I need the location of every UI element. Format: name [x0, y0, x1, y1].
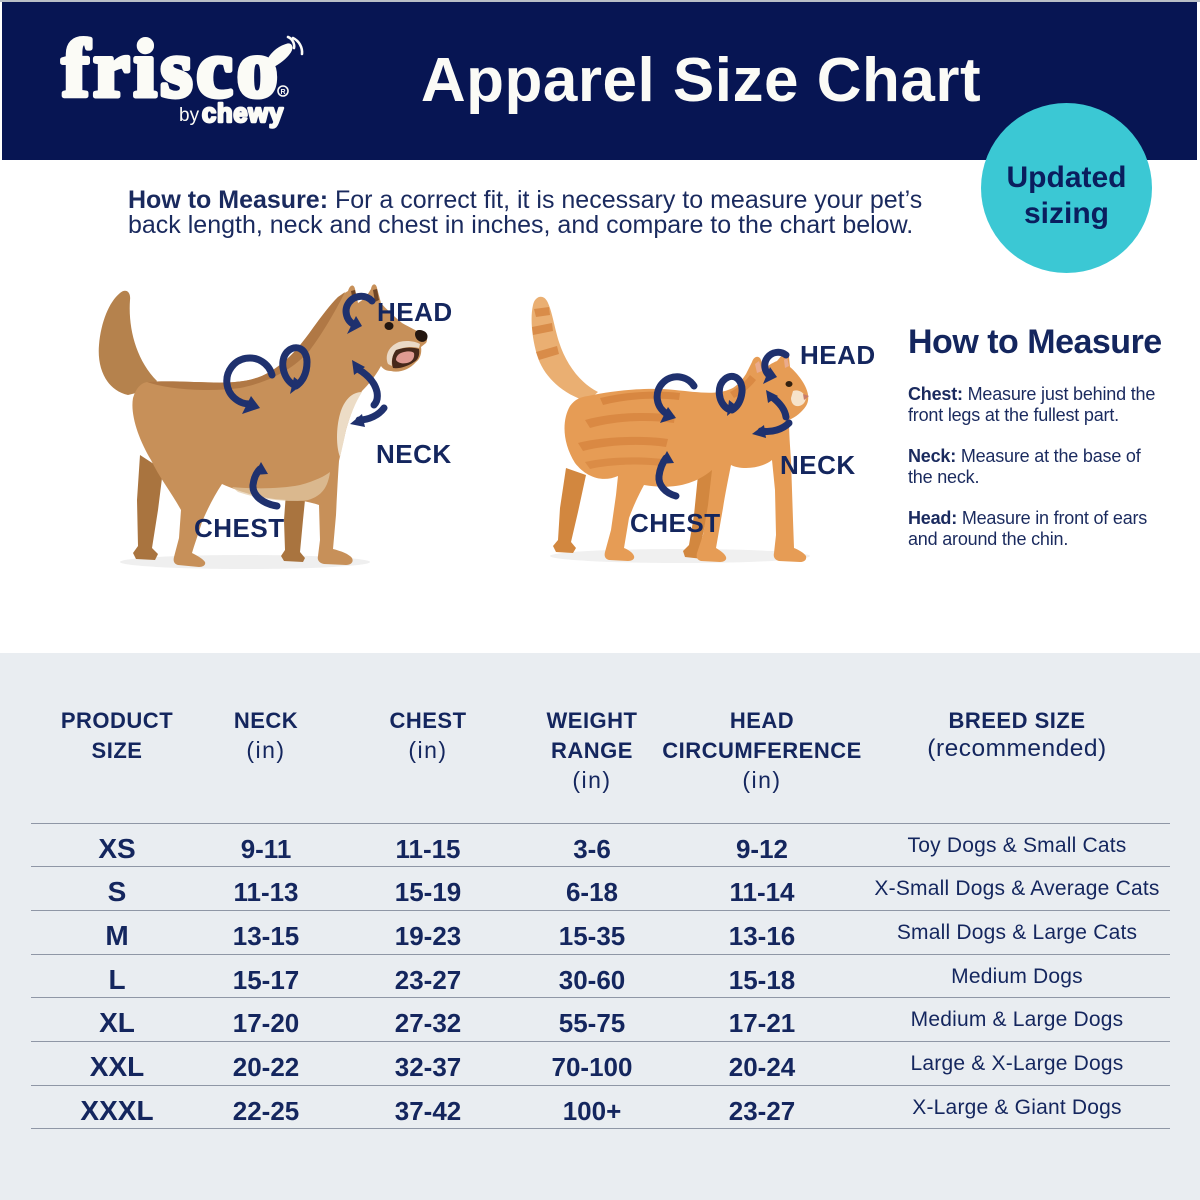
svg-text:HEAD: HEAD	[800, 340, 876, 370]
svg-text:chewy: chewy	[202, 100, 284, 128]
svg-text:NECK: NECK	[780, 450, 856, 480]
svg-text:HEAD: HEAD	[377, 297, 453, 327]
svg-text:NECK: NECK	[376, 439, 452, 469]
svg-text:R: R	[280, 89, 285, 96]
svg-text:CHEST: CHEST	[630, 508, 721, 538]
svg-text:CHEST: CHEST	[194, 513, 285, 543]
svg-text:frisco: frisco	[62, 23, 282, 114]
svg-text:by: by	[179, 105, 200, 126]
